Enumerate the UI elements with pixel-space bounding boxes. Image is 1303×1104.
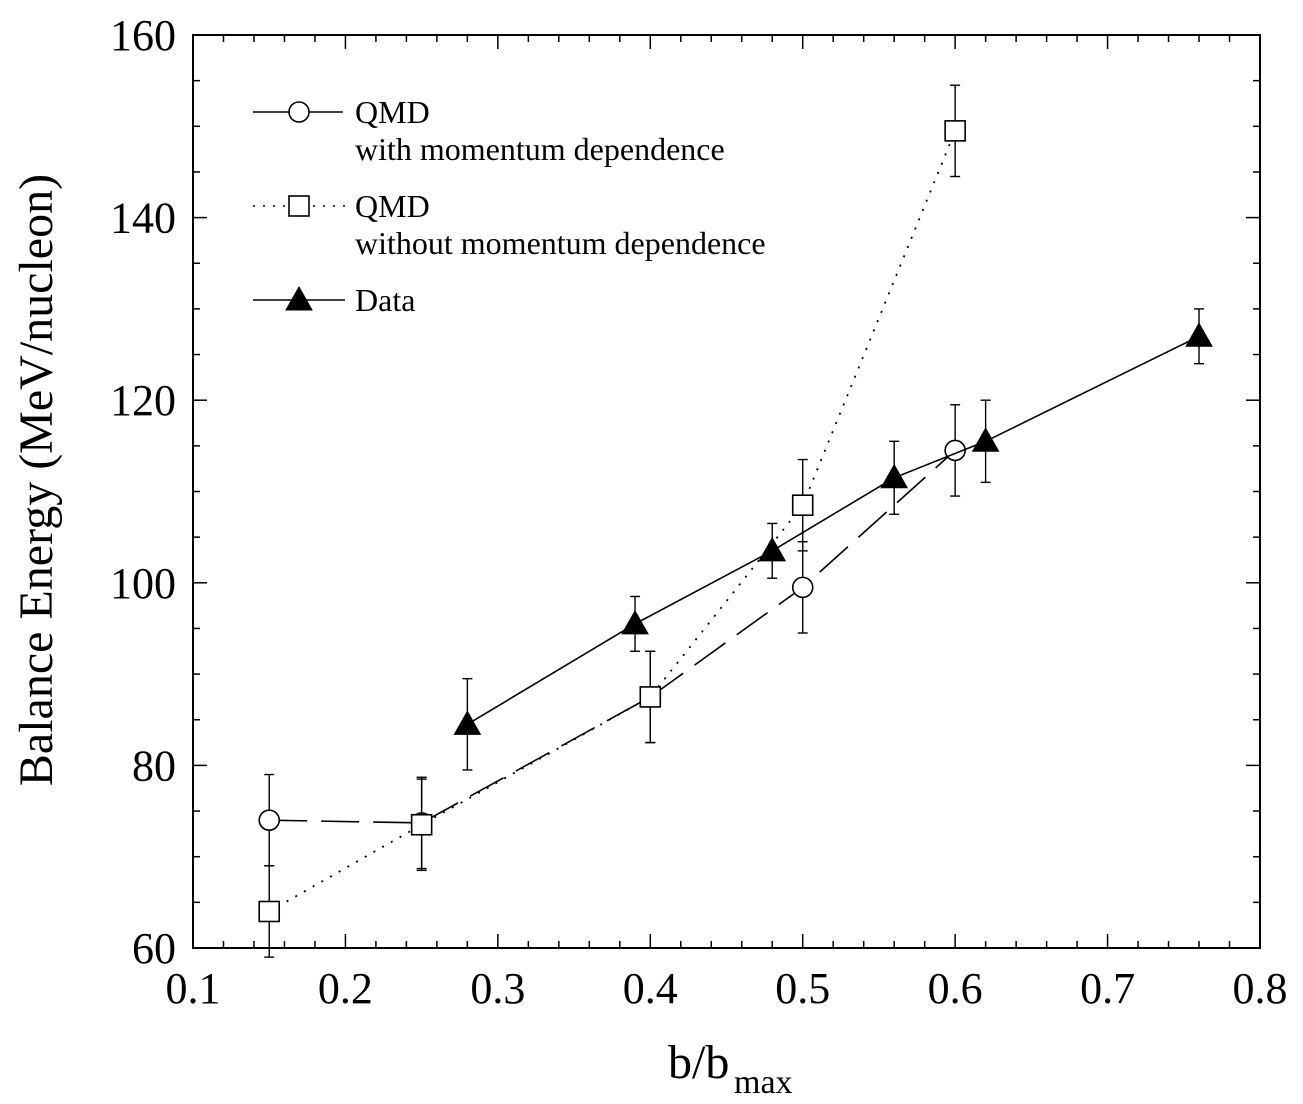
x-tick-label: 0.5 [775,964,830,1013]
x-axis-title-subscript: max [734,1064,793,1101]
series-data [453,308,1213,771]
data-point-data [1185,322,1213,347]
data-point-qmd_without [258,900,281,923]
data-point-qmd_with [258,809,281,831]
x-tick-label: 0.6 [928,964,983,1013]
axis-ticks [192,34,1261,949]
data-point-qmd_with [791,576,814,599]
plot-frame [192,34,1261,949]
legend-sublabel-qmd_with: with momentum dependence [355,131,725,167]
data-point-data [621,609,649,635]
data-point-data [453,710,482,735]
x-tick-labels: 0.1 0.2 0.3 0.4 0.5 0.6 0.7 0.8 [166,964,1288,1013]
x-tick-label: 0.7 [1080,964,1135,1013]
x-tick-label: 0.8 [1233,964,1288,1013]
legend-marker-qmd_without [288,195,310,217]
data-point-qmd_without [639,686,662,708]
legend-label-data: Data [355,282,415,318]
legend-sublabel-qmd_without: without momentum dependence [355,225,766,261]
series-line-data [466,335,1200,726]
series-layer [258,84,1213,958]
y-tick-label: 160 [110,11,176,60]
legend-label-qmd_with: QMD [355,94,430,130]
legend-marker-data [285,285,313,311]
y-tick-label: 80 [132,741,176,790]
x-tick-label: 0.3 [470,964,525,1013]
y-tick-label: 60 [132,924,176,973]
x-axis-title: b/b [668,1036,729,1089]
legend-label-qmd_without: QMD [355,188,430,224]
y-axis-title: Balance Energy (MeV/nucleon) [10,174,63,786]
y-tick-labels: 60 80 100 120 140 160 [110,11,176,973]
y-tick-label: 100 [110,559,176,608]
data-point-data [880,463,909,489]
legend-marker-qmd_with [288,101,310,123]
data-point-qmd_without [944,120,966,142]
y-tick-label: 120 [110,376,176,425]
y-tick-label: 140 [110,194,176,243]
x-tick-label: 0.4 [623,964,678,1013]
data-point-data [971,427,1000,452]
data-point-qmd_without [791,494,814,516]
x-tick-label: 0.1 [166,964,221,1013]
data-point-qmd_without [410,813,433,836]
x-tick-label: 0.2 [318,964,373,1013]
data-point-data [758,536,787,562]
series-qmd_without [258,84,966,958]
